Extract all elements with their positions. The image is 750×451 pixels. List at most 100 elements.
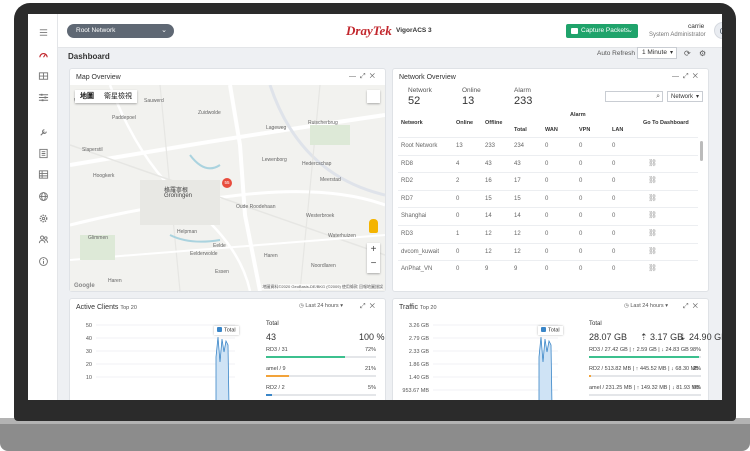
row-percent: 5% [368, 385, 376, 391]
wrench-icon[interactable] [37, 126, 49, 138]
row-label: amel / 9 [266, 366, 286, 372]
network-selector[interactable]: Root Network ⌄ [67, 24, 174, 38]
monitor-icon[interactable] [37, 70, 49, 82]
share-bar-fill [589, 356, 699, 358]
traffic-chart: 3.26 GB 2.79 GB 2.33 GB 1.86 GB 1.40 GB 953.6… [402, 323, 558, 400]
report-list-icon[interactable] [37, 147, 49, 159]
share-bar-fill [266, 375, 290, 377]
upload-icon: ⇡ [640, 332, 651, 342]
close-icon[interactable]: ✕ [369, 303, 379, 310]
gear-icon[interactable] [37, 212, 49, 224]
users-icon[interactable] [37, 233, 49, 245]
table-row[interactable]: Root Network 13 233 234 0 0 0 [398, 137, 698, 154]
menu-icon[interactable] [37, 26, 49, 38]
share-bar [266, 375, 376, 377]
table-row[interactable]: dvcom_kuwait 0 12 12 0 0 0 ⛓ [398, 242, 698, 260]
link-icon[interactable]: ⛓ [648, 159, 657, 167]
map-type-toggle[interactable]: 地圖 衛星檢視 [75, 90, 137, 103]
table-row[interactable]: RD8 4 43 43 0 0 0 ⛓ [398, 154, 698, 172]
capture-packets-label: Capture Packets [581, 27, 630, 34]
cell-online: 0 [456, 213, 460, 220]
cell-vpn: 0 [579, 195, 583, 202]
scrollbar-thumb[interactable] [700, 141, 703, 161]
panel-subtitle: Top 20 [120, 305, 137, 311]
map-overview-panel: Map Overview —⤢✕ Warffum [69, 68, 386, 292]
link-icon[interactable]: ⛓ [648, 230, 657, 237]
cell-total: 14 [514, 213, 521, 220]
table-row[interactable]: Shanghai 0 14 14 0 0 0 ⛓ [398, 207, 698, 224]
time-range-select[interactable]: ◷ Last 24 hours ▾ [299, 303, 343, 309]
auto-refresh-select[interactable]: 1 Minute ▾ [637, 47, 677, 59]
globe-icon[interactable] [37, 190, 49, 202]
side-nav [28, 14, 58, 400]
screen: Root Network ⌄ DrayTek VigorACS 3 Captur… [28, 14, 722, 400]
zoom-out-icon[interactable]: − [370, 258, 377, 269]
map-type-satellite[interactable]: 衛星檢視 [104, 93, 132, 100]
series-area [215, 336, 230, 400]
link-icon[interactable]: ⛓ [648, 247, 657, 255]
cell-vpn: 0 [579, 266, 583, 273]
expand-icon[interactable]: ⤢ [683, 303, 693, 310]
cell-total: 9 [514, 266, 518, 273]
link-icon[interactable]: ⛓ [648, 212, 657, 220]
refresh-icon[interactable]: ⟳ [684, 49, 691, 58]
expand-icon[interactable]: ⤢ [683, 73, 693, 80]
minimize-icon[interactable]: — [672, 73, 684, 80]
table-row[interactable]: RD3 1 12 12 0 0 0 ⛓ [398, 225, 698, 242]
clock-icon: ◷ [624, 303, 629, 309]
map-label: Hedercschap [302, 161, 332, 167]
map-label: Essen [215, 269, 229, 275]
link-icon[interactable]: ⛓ [648, 265, 657, 273]
capture-packets-button[interactable]: Capture Packets ⌄ [566, 24, 638, 38]
chevron-down-icon: ▾ [669, 50, 673, 56]
network-filter-select[interactable]: Network ▾ [667, 91, 703, 102]
map-cluster-pin[interactable]: 55 [222, 178, 232, 188]
close-icon[interactable]: ✕ [692, 303, 702, 310]
cell-offline: 14 [485, 213, 492, 220]
settings-gear-icon[interactable]: ⚙ [699, 49, 707, 58]
download-icon: ⇣ [679, 332, 690, 342]
settings-sliders-icon[interactable] [37, 91, 49, 103]
zoom-in-icon[interactable]: + [370, 244, 377, 255]
map-label: Groningen [164, 193, 193, 199]
expand-icon[interactable]: ⤢ [360, 303, 370, 310]
street-view-pegman-icon[interactable] [369, 219, 378, 233]
close-icon[interactable]: ✕ [692, 73, 702, 80]
map-label: Lewenborg [262, 157, 287, 163]
map-type-map[interactable]: 地圖 [80, 93, 94, 100]
search-icon[interactable]: ⌕ [656, 93, 660, 100]
map[interactable]: WarffumerschouwSauwerdZuidwoldePaddepoel… [70, 85, 385, 291]
close-icon[interactable]: ✕ [369, 73, 379, 80]
table-row[interactable]: RD7 0 15 15 0 0 0 ⛓ [398, 189, 698, 207]
time-range-select[interactable]: ◷ Last 24 hours ▾ [624, 303, 668, 309]
network-search-input[interactable]: ⌕ [605, 91, 663, 102]
stat-label: Online [462, 87, 481, 94]
dashboard-gauge-icon[interactable] [37, 48, 49, 60]
table-row[interactable]: AnPhat_VN 0 9 9 0 0 0 ⛓ [398, 260, 698, 277]
link-icon[interactable]: ⛓ [648, 194, 657, 202]
row-percent: 21% [364, 366, 376, 372]
cell-network: Shanghai [401, 213, 427, 220]
map-label: Westerbroek [306, 213, 335, 219]
avatar[interactable]: C [714, 22, 722, 39]
total-label: Total [266, 321, 279, 327]
cell-offline: 233 [485, 143, 496, 149]
row-label: RD3 / 27.42 GB | ↑ 2.59 GB | ↓ 24.83 GB [589, 347, 689, 353]
info-icon[interactable] [37, 255, 49, 267]
fullscreen-icon[interactable] [367, 90, 380, 103]
active-clients-panel: Active Clients Top 20 ◷ Last 24 hours ▾ … [69, 298, 386, 400]
y-tick-label: 1.86 GB [409, 362, 430, 368]
cell-online: 0 [456, 195, 460, 202]
panel-title: Map Overview [76, 74, 121, 81]
table-row[interactable]: RD2 2 16 17 0 0 0 ⛓ [398, 172, 698, 189]
zoom-control[interactable]: + − [367, 243, 380, 273]
map-label: Meerstad [320, 177, 341, 183]
legend-label: Total [548, 327, 560, 334]
share-bar [589, 394, 701, 396]
link-icon[interactable]: ⛓ [648, 177, 657, 185]
device-table-icon[interactable] [37, 168, 49, 180]
col-total: Total [514, 127, 527, 133]
minimize-icon[interactable]: — [349, 73, 361, 80]
expand-icon[interactable]: ⤢ [360, 73, 370, 80]
cell-offline: 15 [485, 195, 492, 202]
